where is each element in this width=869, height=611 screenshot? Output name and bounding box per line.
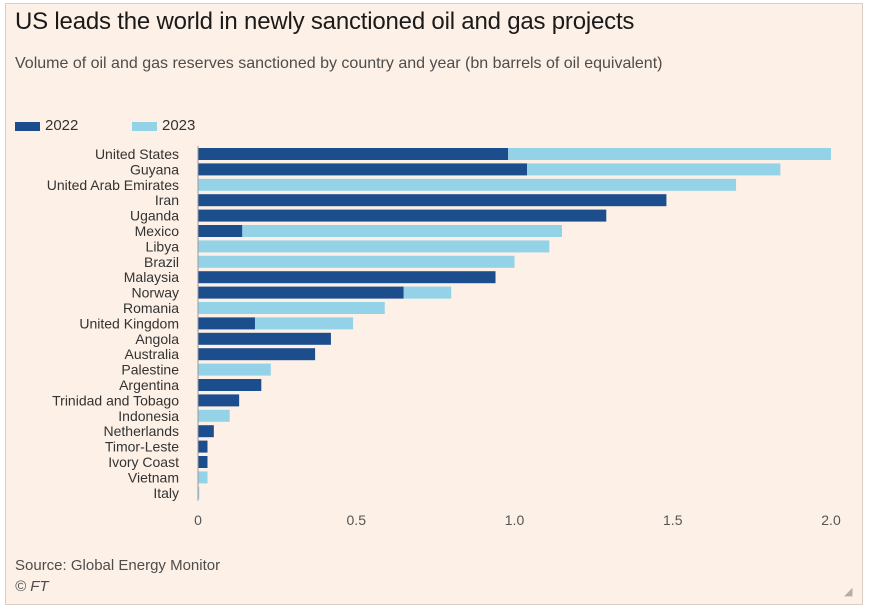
bar-guyana-2023	[527, 163, 781, 176]
bar-trinidad-and-tobago-2022	[198, 394, 240, 407]
chart-frame: US leads the world in newly sanctioned o…	[5, 3, 863, 605]
bar-netherlands-2022	[198, 425, 214, 438]
category-label-libya: Libya	[146, 238, 180, 254]
category-label-indonesia: Indonesia	[118, 408, 179, 424]
category-label-australia: Australia	[125, 346, 180, 362]
category-label-mexico: Mexico	[135, 223, 180, 239]
category-label-uganda: Uganda	[130, 208, 179, 224]
category-label-norway: Norway	[132, 285, 179, 301]
category-label-united-states: United States	[95, 146, 179, 162]
bar-mexico-2022	[198, 225, 243, 237]
bar-libya-2023	[198, 240, 550, 253]
category-label-united-kingdom: United Kingdom	[79, 315, 179, 331]
source-note: Source: Global Energy Monitor	[15, 557, 221, 574]
category-label-palestine: Palestine	[121, 362, 179, 378]
category-label-italy: Italy	[153, 485, 179, 501]
resize-grip-icon: ◢	[844, 585, 853, 598]
legend-swatch-2023	[132, 122, 157, 131]
bar-united-arab-emirates-2023	[198, 178, 737, 191]
bar-united-kingdom-2023	[254, 317, 354, 330]
legend-label-2022: 2022	[45, 117, 79, 134]
category-label-united-arab-emirates: United Arab Emirates	[47, 177, 179, 193]
bar-romania-2023	[198, 302, 385, 314]
category-label-ivory-coast: Ivory Coast	[108, 454, 179, 470]
bar-iran-2022	[198, 194, 667, 207]
bar-timor-leste-2022	[198, 440, 208, 453]
bar-angola-2022	[198, 332, 331, 345]
bar-italy-2023	[198, 486, 200, 499]
bar-brazil-2023	[198, 255, 515, 268]
category-label-netherlands: Netherlands	[104, 423, 180, 439]
bar-ivory-coast-2022	[198, 456, 208, 468]
bar-guyana-2022	[198, 163, 528, 176]
bar-argentina-2022	[198, 379, 262, 391]
category-label-guyana: Guyana	[130, 161, 179, 177]
bar-indonesia-2023	[198, 409, 230, 422]
category-label-iran: Iran	[155, 192, 179, 208]
bar-palestine-2023	[198, 363, 271, 376]
category-label-vietnam: Vietnam	[128, 469, 179, 485]
category-label-angola: Angola	[135, 331, 179, 347]
bar-united-states-2022	[198, 148, 509, 160]
category-label-romania: Romania	[123, 300, 179, 316]
bar-malaysia-2022	[198, 271, 496, 284]
category-label-timor-leste: Timor-Leste	[105, 439, 179, 455]
bar-norway-2022	[198, 286, 404, 299]
x-tick-label-1: 1.0	[505, 512, 525, 528]
chart-subtitle: Volume of oil and gas reserves sanctione…	[15, 55, 663, 72]
bar-norway-2023	[403, 286, 452, 299]
bar-united-states-2023	[508, 148, 831, 160]
bar-united-kingdom-2022	[198, 317, 255, 330]
copyright-credit: © FT	[15, 578, 49, 595]
bar-uganda-2022	[198, 209, 607, 222]
x-tick-label-1-5: 1.5	[663, 512, 683, 528]
bar-australia-2022	[198, 348, 316, 361]
category-label-argentina: Argentina	[119, 377, 179, 393]
x-tick-label-0-5: 0.5	[347, 512, 367, 528]
category-label-malaysia: Malaysia	[124, 269, 179, 285]
legend-swatch-2022	[15, 122, 40, 131]
bar-vietnam-2023	[198, 471, 208, 484]
category-label-brazil: Brazil	[144, 254, 179, 270]
bar-mexico-2023	[242, 225, 562, 237]
category-label-trinidad-and-tobago: Trinidad and Tobago	[52, 392, 179, 408]
x-tick-label-2: 2.0	[821, 512, 841, 528]
chart-title: US leads the world in newly sanctioned o…	[15, 8, 635, 35]
legend-label-2023: 2023	[162, 117, 196, 134]
x-tick-label-0: 0	[194, 512, 202, 528]
